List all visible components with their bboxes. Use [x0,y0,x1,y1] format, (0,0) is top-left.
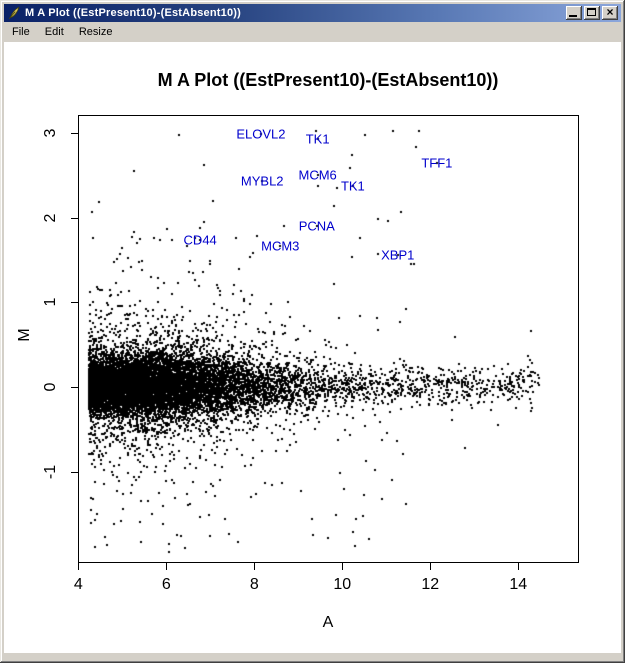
minimize-button[interactable] [566,6,582,20]
gene-label-pcna: PCNA [298,218,335,234]
minimize-icon [569,15,577,17]
menubar: File Edit Resize [4,22,621,42]
gene-label-mybl2: MYBL2 [240,173,284,189]
feather-icon[interactable] [7,6,21,20]
gene-label-elovl2: ELOVL2 [236,126,286,142]
x-axis-tick [430,563,432,570]
gene-label-xbp1: XBP1 [381,247,415,263]
maximize-button[interactable] [584,6,600,20]
x-axis-label: A [322,614,334,631]
y-tick-label: 1 [42,297,59,307]
close-icon: × [606,5,614,19]
window-title: M A Plot ((EstPresent10)-(EstAbsent10)) [25,7,242,19]
x-axis-tick [342,563,344,570]
menu-item-file[interactable]: File [12,26,30,38]
y-tick-label: 3 [42,128,59,138]
x-tick-label: 12 [421,576,440,593]
gene-label-mcm6: MCM6 [298,167,337,183]
x-tick-label: 10 [333,576,352,593]
y-axis-label: M [16,328,33,342]
x-axis-tick [78,563,80,570]
plot-title: M A Plot ((EstPresent10)-(EstAbsent10)) [157,70,499,90]
x-tick-label: 8 [249,576,259,593]
x-axis-tick [518,563,520,570]
close-button[interactable]: × [602,6,618,20]
x-tick-label: 4 [73,576,83,593]
x-tick-label: 14 [509,576,528,593]
titlebar[interactable]: M A Plot ((EstPresent10)-(EstAbsent10)) … [4,4,621,22]
gene-label-cd44: CD44 [183,232,217,248]
y-tick-label: -1 [42,465,59,480]
y-axis-tick [71,132,78,134]
gene-label-tk1: TK1 [340,178,365,194]
y-tick-label: 2 [42,213,59,222]
x-axis-tick [254,563,256,570]
x-tick-label: 6 [161,576,171,593]
y-axis-tick [71,472,78,474]
gene-label-tk1: TK1 [305,131,330,147]
scatter-canvas [78,115,579,563]
gene-label-mcm3: MCM3 [261,238,300,254]
window-controls: × [564,6,618,20]
y-axis-tick [71,302,78,304]
plot-client-area: M A Plot ((EstPresent10)-(EstAbsent10)) … [4,42,621,653]
maximize-icon [587,8,596,16]
y-tick-label: 0 [42,382,59,392]
menu-item-resize[interactable]: Resize [78,26,113,38]
y-axis-tick [71,217,78,219]
y-axis-tick [71,387,78,389]
menu-item-edit[interactable]: Edit [44,26,64,38]
x-axis-tick [166,563,168,570]
plot-box [78,115,579,563]
gene-label-tff1: TFF1 [421,155,453,171]
